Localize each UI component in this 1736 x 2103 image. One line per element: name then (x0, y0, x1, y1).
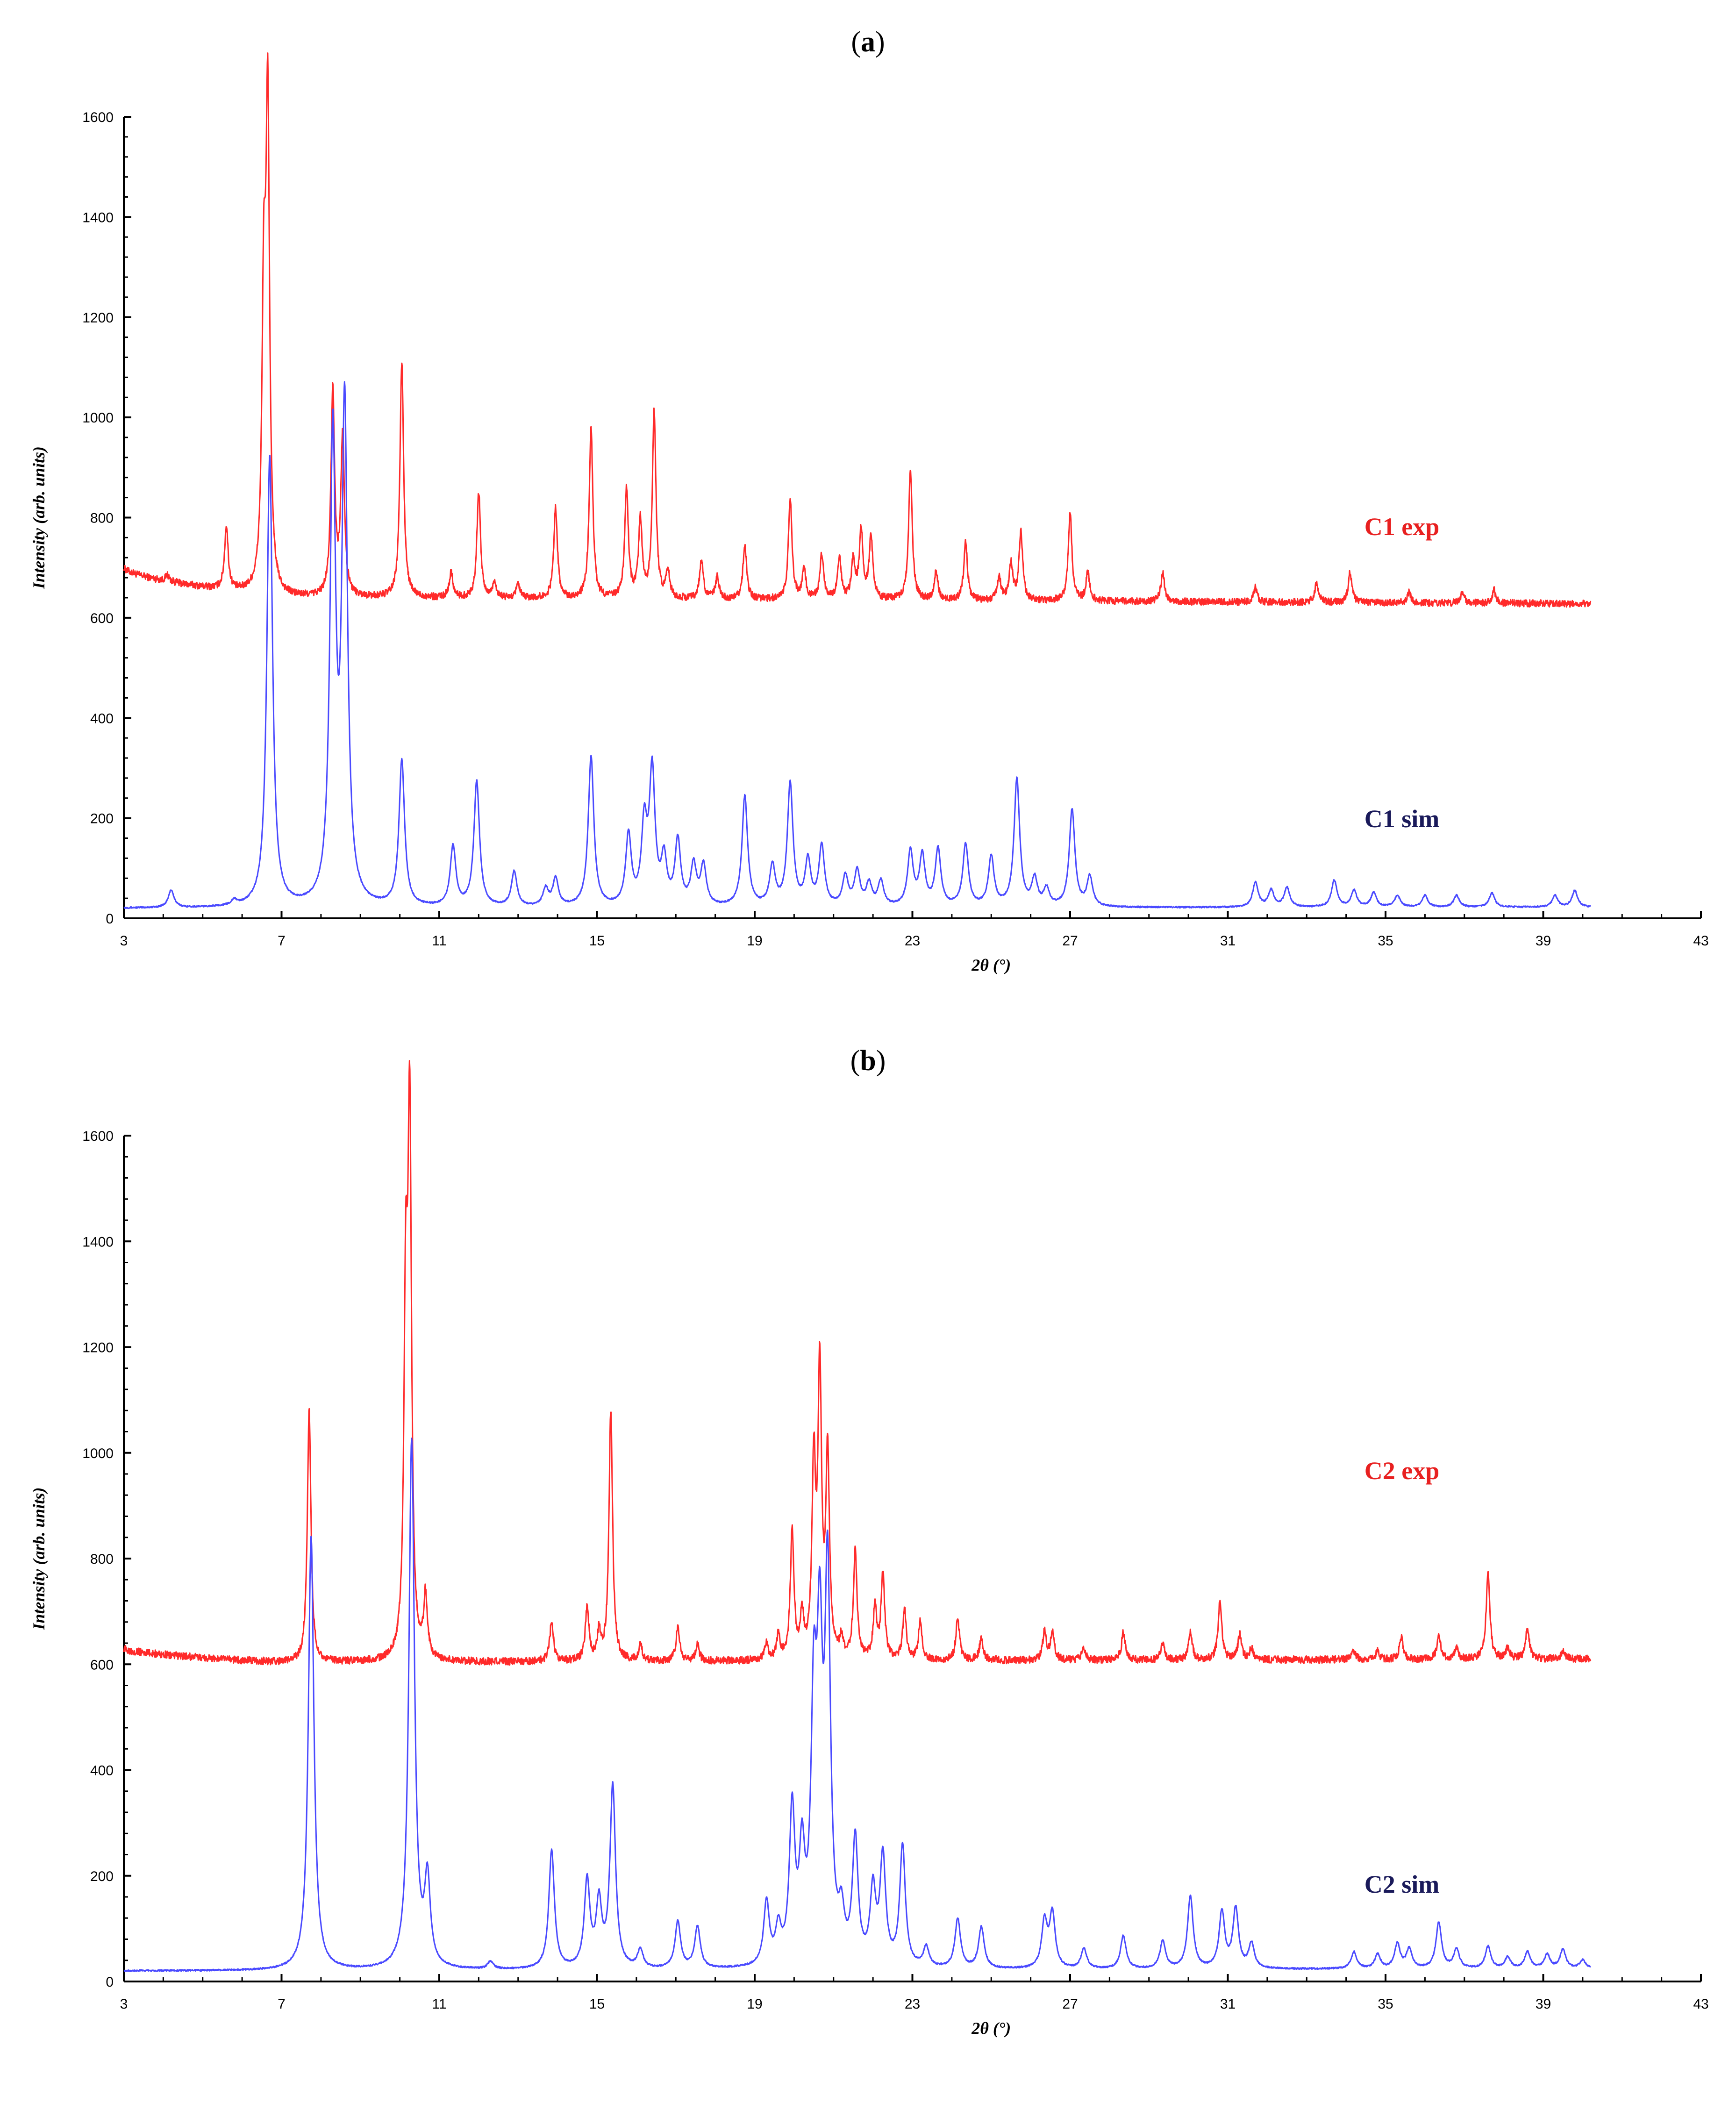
x-tick-label: 43 (1693, 1996, 1708, 2012)
x-tick-label: 35 (1378, 933, 1393, 949)
y-tick-label: 1600 (82, 110, 114, 125)
series-label-exp: C1 exp (1365, 513, 1440, 541)
y-tick-label: 200 (90, 1869, 114, 1884)
x-tick-label: 31 (1220, 933, 1236, 949)
x-tick-label: 7 (278, 933, 286, 949)
x-tick-label: 39 (1536, 933, 1551, 949)
y-tick-label: 1000 (82, 410, 114, 426)
y-tick-label: 1600 (82, 1129, 114, 1144)
x-tick-label: 39 (1536, 1996, 1551, 2012)
x-axis-title: 2θ (°) (971, 2019, 1011, 2038)
panel-a-label: (a) (851, 26, 885, 58)
x-tick-label: 11 (432, 1996, 446, 2012)
x-tick-label: 23 (905, 933, 920, 949)
x-tick-label: 3 (120, 1996, 128, 2012)
x-tick-label: 15 (589, 1996, 605, 2012)
y-tick-label: 0 (106, 911, 114, 927)
y-tick-label: 1400 (82, 1234, 114, 1250)
y-tick-label: 200 (90, 811, 114, 827)
series-line-sim (123, 1438, 1591, 1972)
x-tick-label: 15 (589, 933, 605, 949)
series-label-sim: C2 sim (1365, 1870, 1440, 1898)
x-tick-label: 35 (1378, 1996, 1393, 2012)
xrd-chart-c2: 0 200 400 600 800 1000 1200 1400 1600 3 7 11 15 19 23 2… (29, 1060, 1709, 2038)
y-tick-label: 800 (90, 511, 114, 526)
y-axis-title: Intensity (arb. units) (29, 446, 48, 589)
series-line-exp (123, 1060, 1592, 1666)
y-tick-label: 600 (90, 611, 114, 626)
y-tick-label: 1400 (82, 210, 114, 225)
y-tick-label: 600 (90, 1657, 114, 1673)
series-label-sim: C1 sim (1365, 805, 1440, 833)
xrd-chart-c1: 0 200 400 600 800 1000 1200 1400 1600 3 7 11 15 19 23 2… (29, 52, 1709, 974)
y-tick-label: 800 (90, 1552, 114, 1567)
series-label-exp: C2 exp (1365, 1457, 1440, 1485)
x-tick-label: 19 (747, 1996, 762, 2012)
y-tick-label: 1200 (82, 1340, 114, 1356)
x-axis-title: 2θ (°) (971, 956, 1011, 974)
panel-b-label: (b) (850, 1045, 886, 1077)
x-tick-label: 27 (1062, 933, 1078, 949)
x-tick-label: 31 (1220, 1996, 1236, 2012)
x-tick-label: 7 (278, 1996, 286, 2012)
y-axis-title: Intensity (arb. units) (29, 1487, 48, 1630)
y-tick-label: 400 (90, 1763, 114, 1779)
x-tick-label: 19 (747, 933, 762, 949)
series-line-exp (123, 52, 1592, 608)
y-tick-label: 400 (90, 711, 114, 726)
y-tick-label: 1000 (82, 1446, 114, 1461)
y-tick-label: 0 (106, 1974, 114, 1990)
y-tick-label: 1200 (82, 310, 114, 326)
x-tick-label: 11 (432, 933, 446, 949)
x-tick-label: 23 (905, 1996, 920, 2012)
series-line-sim (123, 381, 1592, 909)
x-tick-label: 43 (1693, 933, 1708, 949)
x-tick-label: 3 (120, 933, 128, 949)
x-tick-label: 27 (1062, 1996, 1078, 2012)
